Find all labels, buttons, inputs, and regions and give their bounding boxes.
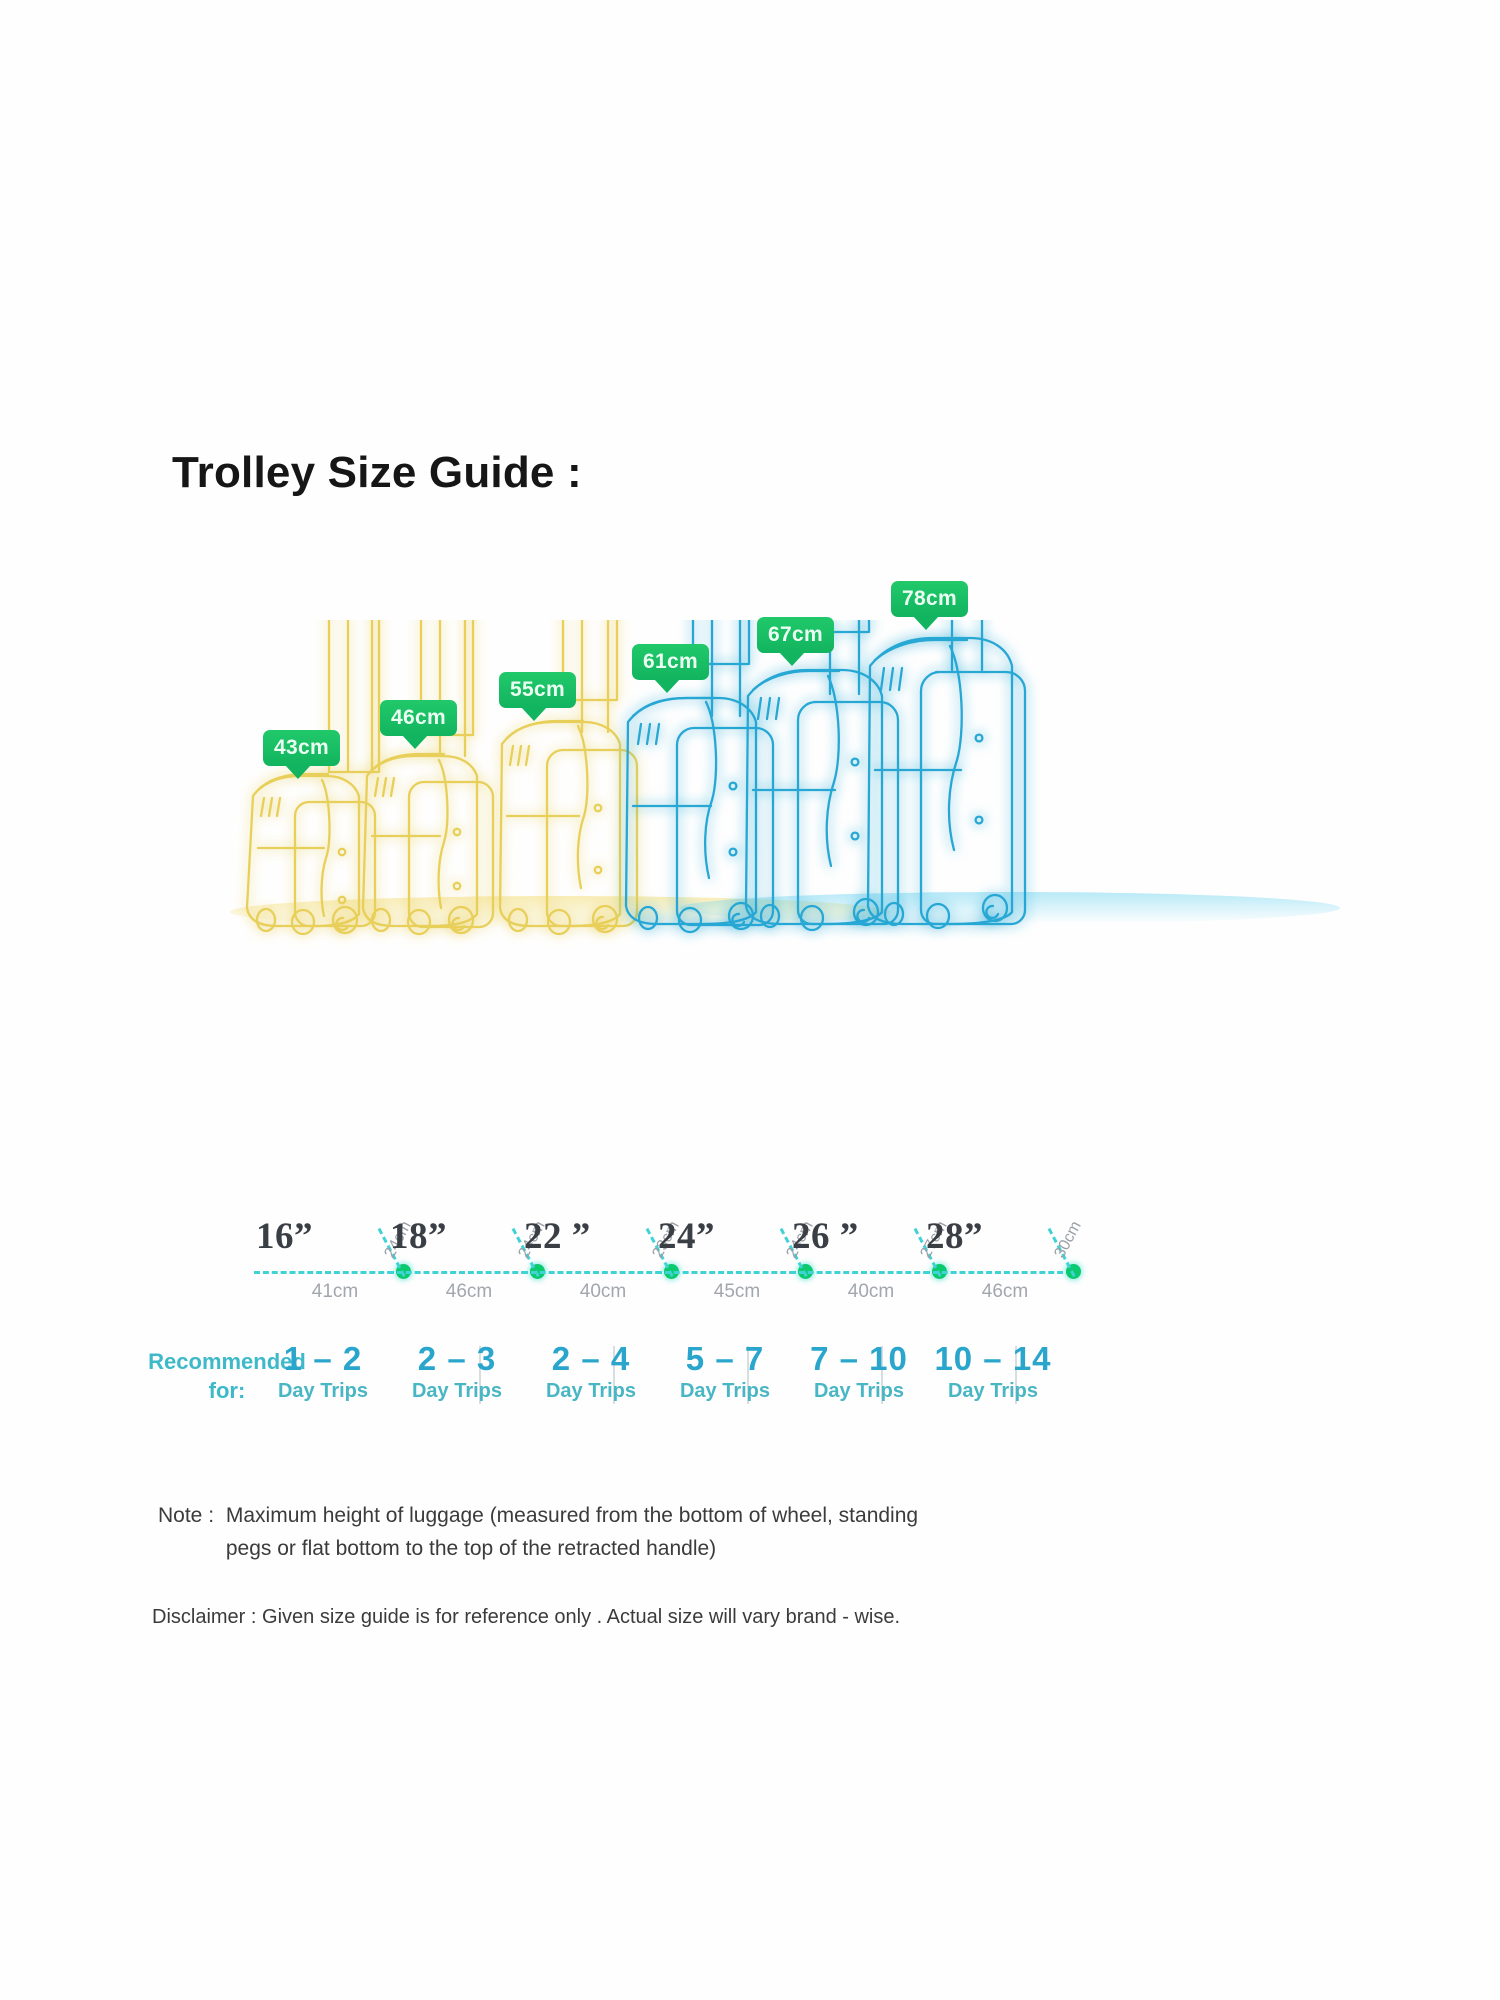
width-label-28: 46cm — [981, 1281, 1029, 1302]
page-title: Trolley Size Guide : — [172, 448, 582, 497]
note-key: Note : — [158, 1504, 215, 1527]
height-badge-16: 43cm — [263, 730, 340, 779]
recommended-cell-18: 2 – 3 Day Trips — [372, 1340, 542, 1404]
height-badge-18: 46cm — [380, 700, 457, 749]
width-label-22: 40cm — [579, 1281, 627, 1302]
recommended-cell-22: 2 – 4 Day Trips — [506, 1340, 676, 1404]
luggage-illustration — [0, 620, 1500, 1180]
days-sub-18: Day Trips — [411, 1379, 503, 1402]
height-badge-22: 55cm — [499, 672, 576, 721]
recommended-row: Recommended for: 1 – 2 Day Trips 2 – 3 D… — [0, 1340, 1500, 1450]
suitcase-26 — [744, 620, 900, 932]
recommended-cell-16: 1 – 2 Day Trips — [238, 1340, 408, 1404]
width-dashline-22 — [522, 1271, 670, 1274]
size-cell-16: 16” 24cm 41cm — [246, 1215, 416, 1345]
width-label-16: 41cm — [311, 1281, 359, 1302]
days-sub-24: Day Trips — [679, 1379, 771, 1402]
recommended-cell-24: 5 – 7 Day Trips — [640, 1340, 810, 1404]
days-sub-28: Day Trips — [947, 1379, 1039, 1402]
suitcase-22 — [498, 620, 639, 936]
width-dashline-24 — [656, 1271, 804, 1274]
size-cell-28: 28” 30cm 46cm — [916, 1215, 1086, 1345]
days-16: 1 – 2 — [283, 1340, 363, 1377]
size-label-22: 22 ” — [524, 1216, 591, 1257]
days-sub-16: Day Trips — [277, 1379, 369, 1402]
width-dashline-16 — [254, 1271, 402, 1274]
width-dashline-18 — [388, 1271, 536, 1274]
recommended-divider-1 — [479, 1346, 481, 1404]
note-text: Maximum height of luggage (measured from… — [225, 1504, 919, 1560]
size-cell-26: 26 ” 27cm 40cm — [782, 1215, 952, 1345]
recommended-divider-2 — [613, 1346, 615, 1404]
suitcase-28 — [866, 620, 1027, 930]
note-block: Note : Maximum height of luggage (measur… — [158, 1500, 926, 1565]
days-26: 7 – 10 — [810, 1340, 908, 1377]
width-label-26: 40cm — [847, 1281, 895, 1302]
width-label-18: 46cm — [445, 1281, 493, 1302]
height-badge-28: 78cm — [891, 581, 968, 630]
suitcase-18 — [361, 620, 495, 936]
size-label-28: 28” — [926, 1216, 983, 1257]
width-label-24: 45cm — [713, 1281, 761, 1302]
width-dashline-28 — [924, 1271, 1072, 1274]
days-18: 2 – 3 — [417, 1340, 497, 1377]
days-24: 5 – 7 — [685, 1340, 765, 1377]
size-label-18: 18” — [390, 1216, 447, 1257]
recommended-divider-4 — [881, 1346, 883, 1404]
suitcase-24 — [624, 620, 775, 934]
days-28: 10 – 14 — [934, 1340, 1052, 1377]
recommended-divider-3 — [747, 1346, 749, 1404]
disclaimer-text: Disclaimer : Given size guide is for ref… — [152, 1606, 901, 1628]
recommended-cell-28: 10 – 14 Day Trips — [908, 1340, 1078, 1404]
corner-dot-28 — [1066, 1264, 1081, 1279]
recommended-cell-26: 7 – 10 Day Trips — [774, 1340, 944, 1404]
height-badge-24: 61cm — [632, 644, 709, 693]
width-dashline-26 — [790, 1271, 938, 1274]
height-badge-26: 67cm — [757, 617, 834, 666]
size-label-24: 24” — [658, 1216, 715, 1257]
size-cell-24: 24” 24cm 45cm — [648, 1215, 818, 1345]
size-label-16: 16” — [256, 1216, 313, 1257]
days-22: 2 – 4 — [551, 1340, 631, 1377]
size-dimension-row: 16” 24cm 41cm 18” 24cm 46cm 22 ” 23cm 40… — [0, 1215, 1500, 1345]
days-sub-26: Day Trips — [813, 1379, 905, 1402]
recommended-divider-5 — [1015, 1346, 1017, 1404]
recommended-label: Recommended for: — [148, 1349, 306, 1403]
size-label-26: 26 ” — [792, 1216, 859, 1257]
size-cell-18: 18” 24cm 46cm — [380, 1215, 550, 1345]
floor-glow-blue — [680, 892, 1340, 924]
luggage-svg — [230, 620, 1340, 936]
suitcase-16 — [245, 620, 381, 936]
days-sub-22: Day Trips — [545, 1379, 637, 1402]
